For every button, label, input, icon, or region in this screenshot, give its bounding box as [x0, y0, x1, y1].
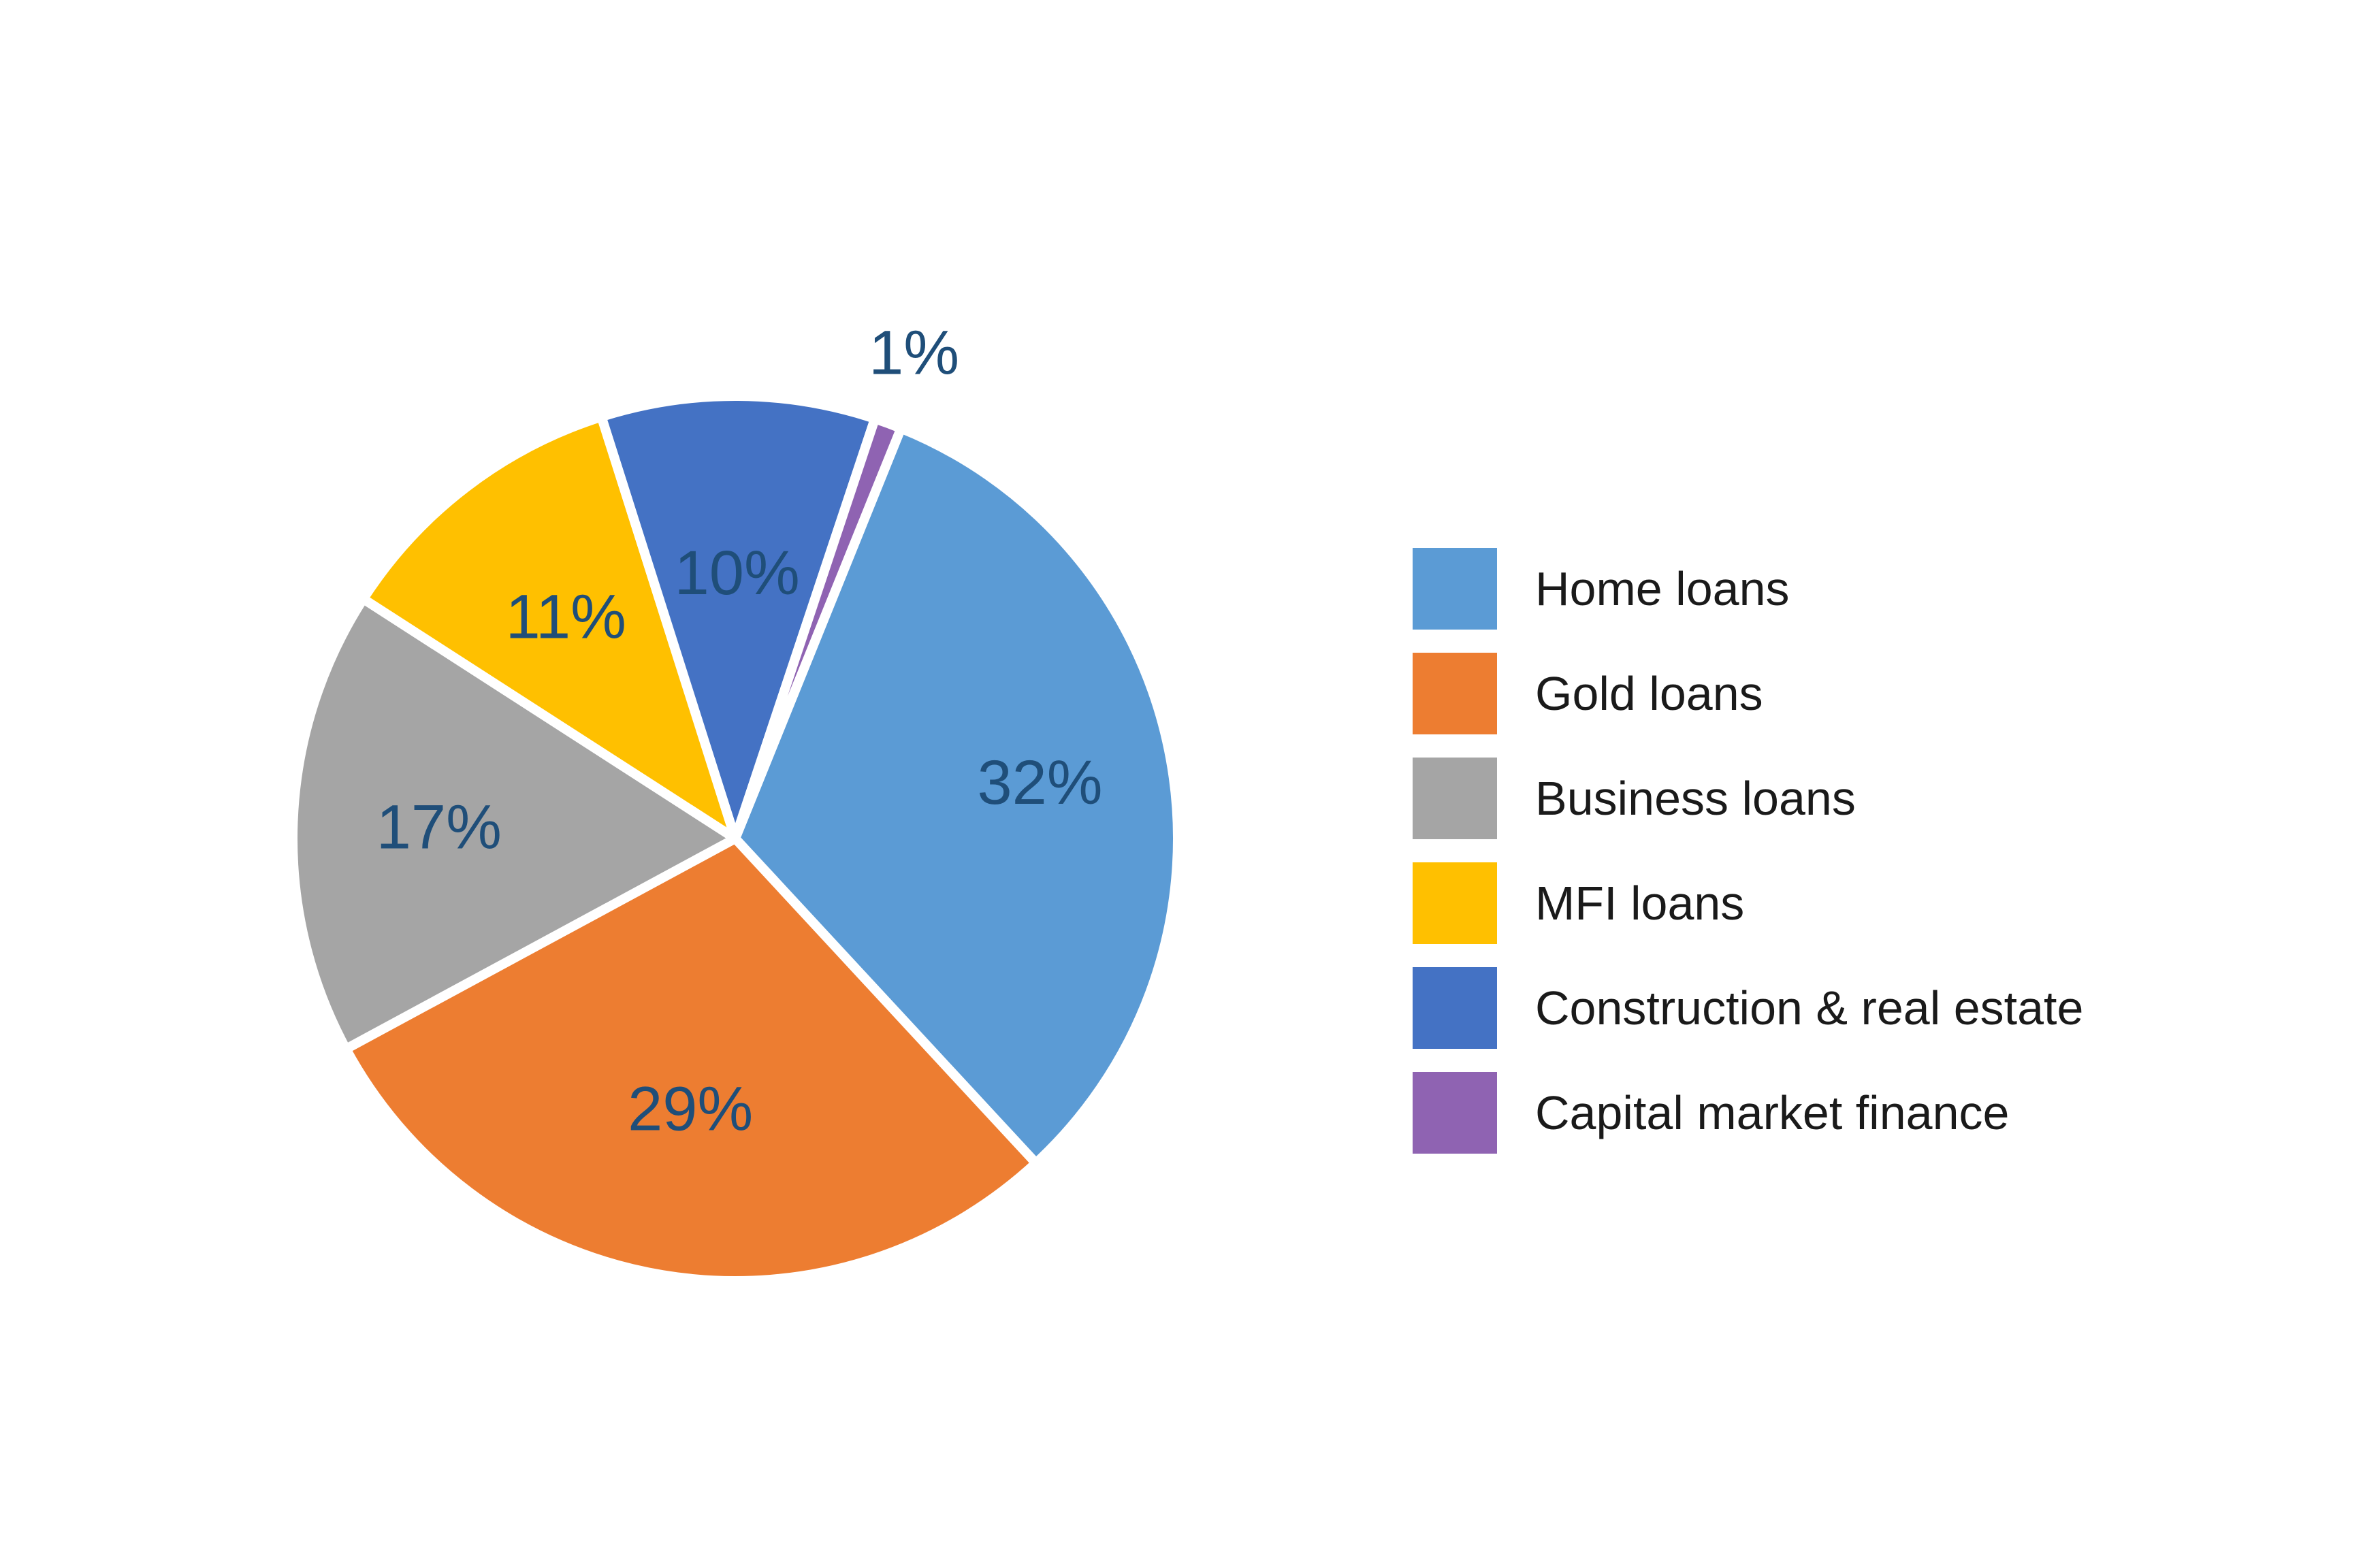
pie-slice-construction-and-real-estate — [596, 391, 880, 843]
pie-slices — [288, 391, 1183, 1286]
pie-slice-gold-loans — [341, 834, 1041, 1286]
legend: Home loans Gold loans Business loans MFI lo… — [1413, 548, 2083, 1154]
data-label-gold-loans: 29% — [628, 1075, 753, 1144]
legend-label-construction-and-real-estate: Construction & real estate — [1535, 981, 2083, 1035]
data-label-capital-market-finance: 1% — [869, 318, 959, 387]
data-label-mfi-loans: 11% — [506, 583, 626, 652]
legend-swatch-construction-and-real-estate — [1413, 967, 1497, 1049]
data-label-business-loans: 17% — [376, 792, 502, 862]
legend-swatch-home-loans — [1413, 548, 1497, 630]
legend-label-business-loans: Business loans — [1535, 772, 1856, 825]
pie-slice-business-loans — [288, 593, 740, 1054]
legend-swatch-business-loans — [1413, 758, 1497, 839]
pie-slice-capital-market-finance — [730, 414, 906, 843]
legend-label-capital-market-finance: Capital market finance — [1535, 1086, 2009, 1139]
legend-label-gold-loans: Gold loans — [1535, 667, 1763, 720]
pie-slice-home-loans — [730, 423, 1183, 1168]
data-label-construction-and-real-estate: 10% — [675, 538, 800, 608]
data-label-home-loans: 32% — [977, 748, 1102, 817]
legend-label-home-loans: Home loans — [1535, 562, 1790, 615]
legend-swatch-gold-loans — [1413, 653, 1497, 734]
legend-swatch-mfi-loans — [1413, 862, 1497, 944]
legend-swatch-capital-market-finance — [1413, 1072, 1497, 1154]
pie-slice-mfi-loans — [358, 412, 740, 843]
legend-label-mfi-loans: MFI loans — [1535, 877, 1744, 930]
pie-data-labels: 32% 29% 17% 11% 10% 1% — [376, 318, 1103, 1143]
